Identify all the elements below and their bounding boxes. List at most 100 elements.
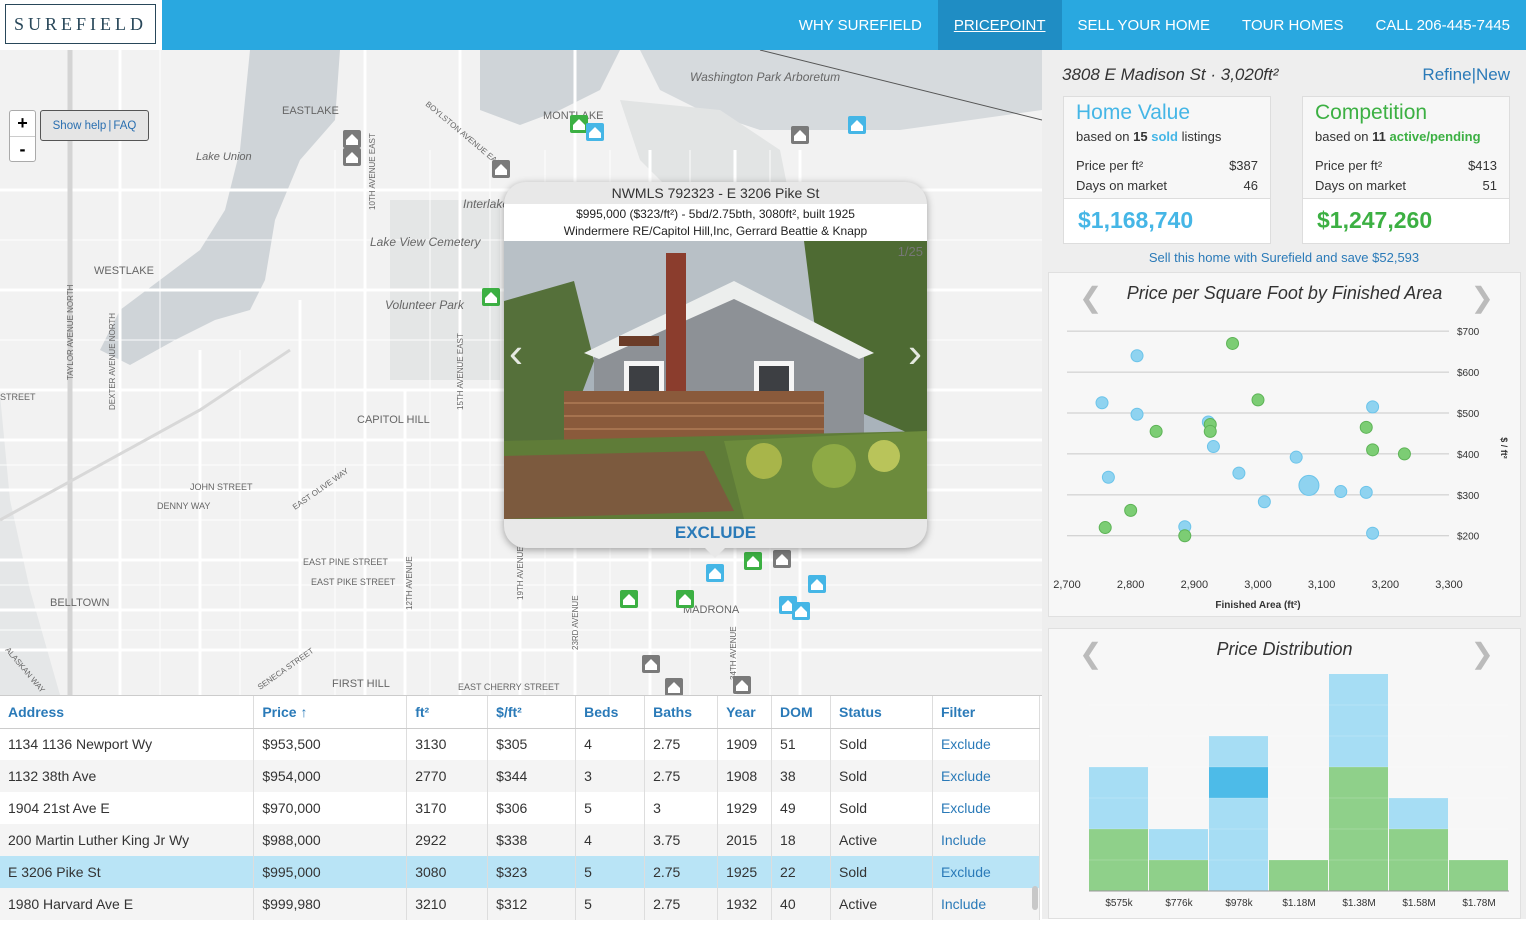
scatter-point[interactable]	[1101, 470, 1115, 484]
table-scrollbar[interactable]	[1032, 886, 1038, 910]
table-row[interactable]: E 3206 Pike St $995,000 3080 $323 5 2.75 1925 2…	[0, 856, 1041, 888]
home-value-dom-row: Days on market 46	[1076, 178, 1258, 193]
scatter-point[interactable]	[1298, 474, 1320, 496]
scatter-point[interactable]	[1130, 349, 1144, 363]
col-status[interactable]: Status	[830, 696, 933, 729]
scatter-point[interactable]	[1334, 485, 1348, 499]
scatter-point[interactable]	[1359, 420, 1373, 434]
table-row[interactable]: 200 Martin Luther King Jr Wy $988,000 2922…	[0, 824, 1041, 856]
cell-filter-link[interactable]: Exclude	[932, 728, 1041, 760]
scatter-point[interactable]	[1359, 485, 1373, 499]
brand-logo[interactable]: SUREFIELD	[5, 4, 156, 44]
histogram-bar-active[interactable]	[1269, 860, 1328, 891]
house-markers[interactable]	[343, 115, 866, 695]
cell-filter-link[interactable]: Exclude	[932, 760, 1041, 792]
histogram-next-icon[interactable]: ❯	[1470, 638, 1494, 669]
col-address[interactable]: Address	[0, 696, 255, 729]
histogram-bar-active[interactable]	[1329, 767, 1388, 891]
scatter-point[interactable]	[1130, 407, 1144, 421]
scatter-x-tick: 2,900	[1181, 579, 1209, 591]
col-filter[interactable]: Filter	[932, 696, 1041, 729]
histogram-bar-active[interactable]	[1389, 829, 1448, 891]
refine-link[interactable]: Refine	[1422, 65, 1472, 84]
scatter-point[interactable]	[1226, 336, 1240, 350]
scatter-point[interactable]	[1366, 443, 1380, 457]
marker-green[interactable]	[676, 590, 694, 608]
exclude-button[interactable]: EXCLUDE	[674, 523, 757, 542]
scatter-point[interactable]	[1149, 424, 1163, 438]
label-east-pike-street: EAST PIKE STREET	[311, 577, 396, 587]
histogram-bar-active[interactable]	[1089, 829, 1148, 891]
scatter-point[interactable]	[1178, 529, 1192, 543]
scatter-point[interactable]	[1289, 450, 1303, 464]
cell-price-per-sqft: $312	[487, 888, 577, 920]
prev-photo-icon[interactable]: ‹	[509, 329, 523, 376]
histogram-bar-sold[interactable]	[1209, 736, 1268, 891]
listing-photo[interactable]: 1/25 ‹ ›	[504, 241, 927, 519]
marker-gray[interactable]	[773, 550, 791, 568]
table-row[interactable]: 1134 1136 Newport Wy $953,500 3130 $305 4 2.7…	[0, 728, 1041, 760]
nav-why-surefield[interactable]: WHY SUREFIELD	[798, 16, 922, 34]
scatter-next-icon[interactable]: ❯	[1470, 282, 1494, 313]
scatter-point[interactable]	[1095, 396, 1109, 410]
scatter-point[interactable]	[1397, 447, 1411, 461]
scatter-point[interactable]	[1366, 526, 1380, 540]
marker-blue[interactable]	[848, 116, 866, 134]
marker-gray[interactable]	[665, 678, 683, 695]
scatter-point[interactable]	[1257, 495, 1271, 509]
home-value-ppsf-row: Price per ft² $387	[1076, 158, 1258, 173]
scatter-point[interactable]	[1203, 424, 1217, 438]
table-row[interactable]: 1132 38th Ave $954,000 2770 $344 3 2.75 1908 38…	[0, 760, 1041, 792]
col-year[interactable]: Year	[717, 696, 773, 729]
marker-blue[interactable]	[586, 123, 604, 141]
histogram-bar-overlap[interactable]	[1209, 767, 1268, 798]
col-price-per-sqft[interactable]: $/ft²	[487, 696, 577, 729]
table-row[interactable]: 1904 21st Ave E $970,000 3170 $306 5 3 1929 49 S…	[0, 792, 1041, 824]
marker-blue[interactable]	[706, 564, 724, 582]
scatter-point[interactable]	[1206, 440, 1220, 454]
col-beds[interactable]: Beds	[575, 696, 646, 729]
nav-sell-your-home[interactable]: SELL YOUR HOME	[1077, 16, 1211, 34]
logo-area[interactable]: SUREFIELD	[0, 0, 162, 50]
show-help-link[interactable]: Show help	[52, 119, 107, 132]
cell-filter-link[interactable]: Include	[932, 888, 1041, 920]
nav-pricepoint[interactable]: PRICEPOINT	[937, 0, 1062, 50]
marker-gray[interactable]	[733, 676, 751, 694]
col-sqft[interactable]: ft²	[406, 696, 489, 729]
histogram-prev-icon[interactable]: ❮	[1079, 638, 1103, 669]
scatter-point[interactable]	[1098, 521, 1112, 535]
marker-green[interactable]	[620, 590, 638, 608]
save-banner-link[interactable]: Sell this home with Surefield and save $…	[1148, 250, 1420, 265]
cell-filter-link[interactable]: Exclude	[932, 856, 1041, 888]
nav-tour-homes[interactable]: TOUR HOMES	[1242, 16, 1344, 34]
table-row[interactable]: 1980 Harvard Ave E $999,980 3210 $312 5 2.75 1…	[0, 888, 1041, 920]
next-photo-icon[interactable]: ›	[908, 329, 922, 376]
marker-gray[interactable]	[492, 160, 510, 178]
col-price[interactable]: Price ↑	[253, 696, 408, 729]
marker-gray[interactable]	[642, 655, 660, 673]
scatter-point[interactable]	[1251, 393, 1265, 407]
scatter-prev-icon[interactable]: ❮	[1079, 282, 1103, 313]
scatter-point[interactable]	[1124, 503, 1138, 517]
scatter-point[interactable]	[1366, 400, 1380, 414]
col-dom[interactable]: DOM	[771, 696, 832, 729]
marker-gray[interactable]	[343, 148, 361, 166]
cell-filter-link[interactable]: Exclude	[932, 792, 1041, 824]
faq-link[interactable]: FAQ	[113, 119, 137, 132]
col-baths[interactable]: Baths	[644, 696, 719, 729]
histogram-bar-active[interactable]	[1449, 860, 1508, 891]
zoom-out-button[interactable]: -	[10, 136, 35, 161]
marker-gray[interactable]	[343, 130, 361, 148]
nav-call-phone[interactable]: CALL 206-445-7445	[1375, 16, 1510, 34]
zoom-in-button[interactable]: +	[17, 113, 28, 133]
marker-green[interactable]	[744, 552, 762, 570]
marker-green[interactable]	[570, 115, 588, 133]
histogram-bar-active[interactable]	[1149, 860, 1208, 891]
new-link[interactable]: New	[1475, 65, 1510, 84]
marker-green[interactable]	[482, 288, 500, 306]
marker-blue[interactable]	[792, 602, 810, 620]
scatter-point[interactable]	[1232, 466, 1246, 480]
cell-filter-link[interactable]: Include	[932, 824, 1041, 856]
marker-blue[interactable]	[808, 575, 826, 593]
marker-gray[interactable]	[791, 126, 809, 144]
